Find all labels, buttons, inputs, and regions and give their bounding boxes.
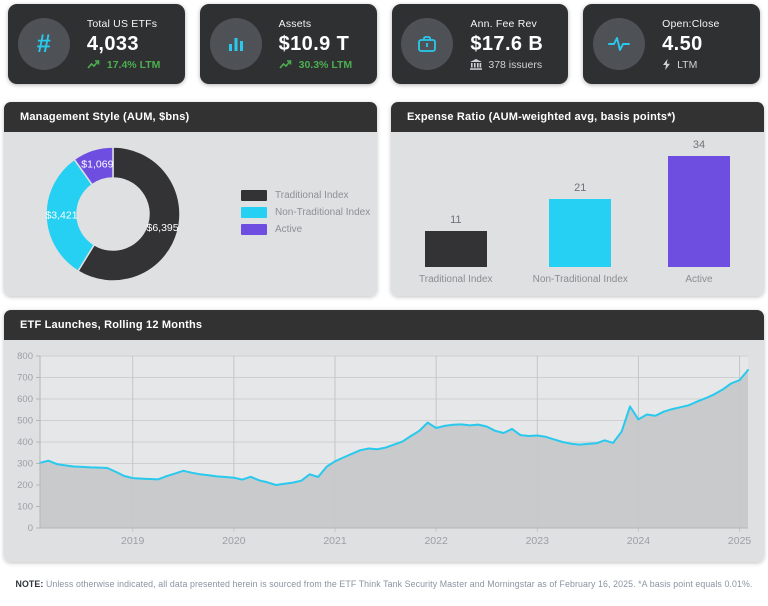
donut-value-label: $6,395 — [147, 222, 179, 234]
donut-slice — [45, 158, 96, 273]
y-axis-label: 800 — [17, 351, 33, 362]
trend-up-icon — [279, 59, 291, 69]
hash-icon: # — [17, 18, 70, 70]
card-title: Ann. Fee Rev — [470, 17, 537, 30]
x-axis-label: 2019 — [121, 535, 145, 547]
x-axis-label: 2021 — [323, 535, 347, 547]
bar-column: 11 Traditional Index — [419, 214, 493, 296]
legend-item[interactable]: Non-Traditional Index — [241, 207, 370, 218]
legend-item[interactable]: Traditional Index — [241, 190, 370, 201]
card-value: 4,033 — [86, 32, 139, 55]
panel-title: ETF Launches, Rolling 12 Months — [4, 310, 764, 340]
y-axis-label: 200 — [17, 480, 33, 491]
bar — [549, 199, 612, 267]
panel-management-style: Management Style (AUM, $bns) $6,395 $3,42… — [4, 102, 377, 296]
card-title: Total US ETFs — [86, 17, 158, 30]
y-axis-label: 300 — [17, 459, 33, 470]
donut-value-label: $1,069 — [81, 159, 113, 171]
line-series — [39, 369, 749, 486]
card-value: 4.50 — [662, 32, 703, 55]
bolt-icon — [663, 59, 671, 70]
x-axis-label: 2022 — [424, 535, 448, 547]
bar-chart: 11 Traditional Index 21 Non-Traditional … — [391, 132, 764, 296]
briefcase-icon — [401, 18, 454, 70]
x-axis-label: 2023 — [526, 535, 550, 547]
footer-note-label: NOTE: — [15, 579, 44, 589]
legend-label: Traditional Index — [275, 190, 349, 201]
panel-title: Management Style (AUM, $bns) — [4, 102, 377, 132]
middle-panels-row: Management Style (AUM, $bns) $6,395 $3,42… — [4, 102, 764, 296]
bar-column: 21 Non-Traditional Index — [533, 182, 628, 296]
y-axis-label: 400 — [17, 437, 33, 448]
bar-value-label: 11 — [450, 214, 462, 226]
y-axis-label: 0 — [28, 523, 33, 534]
card-subtext: LTM — [662, 59, 750, 71]
bar-category-label: Traditional Index — [419, 274, 493, 285]
trend-up-icon — [87, 59, 100, 69]
footer-note: NOTE: Unless otherwise indicated, all da… — [0, 579, 768, 589]
y-axis-label: 500 — [17, 416, 33, 427]
line-chart: 0 100 200 300 400 500 600 700 800 2019 2020 2021 202… — [4, 340, 764, 562]
kpi-cards-row: # Total US ETFs 4,033 17.4% LTM Assets — [8, 4, 760, 84]
bar-category-label: Active — [685, 274, 713, 285]
legend-swatch — [241, 207, 267, 218]
x-axis-label: 2024 — [627, 535, 651, 547]
kpi-card-open-close: Open:Close 4.50 LTM — [583, 4, 760, 84]
bar — [424, 231, 487, 267]
bar-value-label: 34 — [692, 139, 706, 151]
line-chart-canvas: 0 100 200 300 400 500 600 700 800 2019 2020 2021 202… — [17, 351, 752, 547]
bank-icon — [470, 59, 483, 70]
panel-expense-ratio: Expense Ratio (AUM-weighted avg, basis p… — [391, 102, 764, 296]
card-value: $17.6 B — [470, 32, 544, 55]
donut-chart: $6,395 $3,421 $1,069 Traditional Index Non… — [4, 132, 377, 296]
y-axis-label: 600 — [17, 394, 33, 405]
donut-chart-canvas: $6,395 $3,421 $1,069 — [45, 146, 181, 282]
area-fill — [40, 370, 748, 528]
donut-slice — [76, 146, 181, 282]
donut-legend: Traditional Index Non-Traditional Index … — [241, 190, 370, 235]
card-title: Open:Close — [662, 17, 720, 30]
bar — [667, 156, 730, 267]
legend-swatch — [241, 190, 267, 201]
donut-slice — [73, 146, 114, 186]
card-delta: 30.3% LTM — [279, 59, 367, 71]
x-axis-label: 2020 — [222, 535, 246, 547]
panel-title: Expense Ratio (AUM-weighted avg, basis p… — [391, 102, 764, 132]
bar-column: 34 Active — [667, 139, 730, 296]
y-axis-label: 100 — [17, 502, 33, 513]
legend-swatch — [241, 224, 267, 235]
x-axis-label: 2025 — [728, 535, 752, 547]
kpi-card-assets: Assets $10.9 T 30.3% LTM — [199, 4, 377, 84]
kpi-card-ann-fee-rev: Ann. Fee Rev $17.6 B 378 issuers — [391, 4, 569, 84]
legend-label: Active — [275, 224, 303, 235]
kpi-card-total-us-etfs: # Total US ETFs 4,033 17.4% LTM — [8, 4, 185, 84]
bar-category-label: Non-Traditional Index — [532, 274, 628, 285]
legend-label: Non-Traditional Index — [275, 207, 371, 218]
panel-etf-launches: ETF Launches, Rolling 12 Months 0 100 200 3… — [4, 310, 764, 562]
y-axis-label: 700 — [17, 373, 33, 384]
card-title: Assets — [278, 17, 312, 30]
card-subtext: 378 issuers — [470, 59, 558, 71]
legend-item[interactable]: Active — [241, 224, 370, 235]
card-value: $10.9 T — [278, 32, 350, 55]
bar-chart-icon — [209, 18, 262, 70]
card-delta: 17.4% LTM — [87, 59, 175, 71]
footer-note-text: Unless otherwise indicated, all data pre… — [45, 579, 753, 589]
donut-value-label: $3,421 — [45, 210, 77, 222]
bar-value-label: 21 — [574, 182, 587, 194]
activity-icon — [593, 18, 646, 70]
